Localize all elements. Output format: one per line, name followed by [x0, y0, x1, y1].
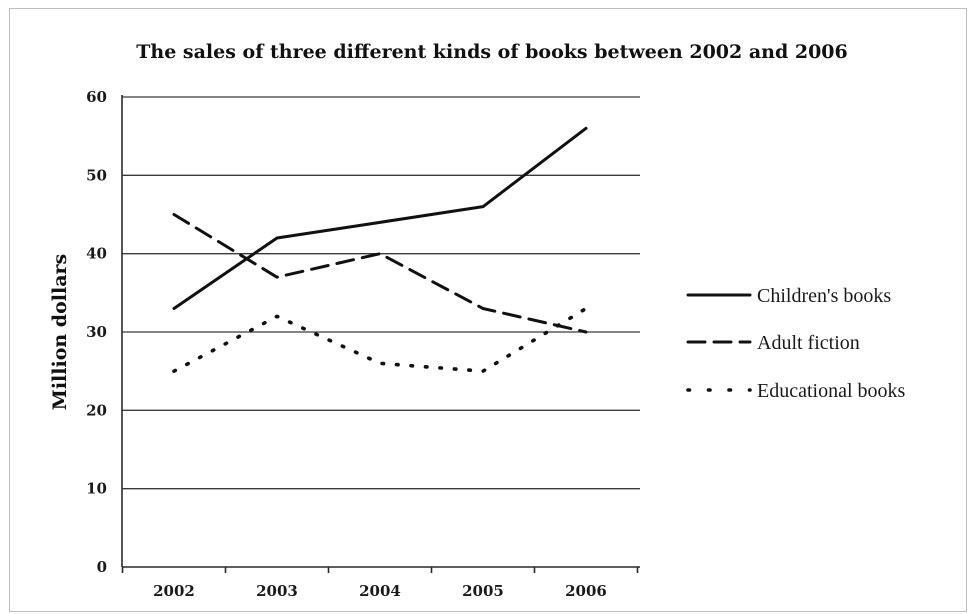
legend-label-0: Children's books: [757, 285, 891, 307]
y-axis-label: Million dollars: [49, 254, 71, 410]
x-tick-label: 2003: [256, 582, 298, 600]
series-line-2: [172, 306, 588, 373]
legend-label-2: Educational books: [757, 380, 906, 402]
legend: Children's books Adult fiction Educational…: [686, 285, 906, 402]
chart-title: The sales of three different kinds of bo…: [136, 41, 848, 63]
axes: [121, 95, 640, 573]
x-axis-tick-labels: 2002 2003 2004 2005 2006: [153, 582, 607, 600]
gridlines: [122, 96, 640, 490]
legend-label-1: Adult fiction: [757, 332, 860, 354]
y-tick-label: 50: [86, 166, 107, 184]
x-tick-label: 2005: [462, 582, 504, 600]
y-tick-label: 10: [86, 480, 107, 498]
y-axis-tick-labels: 0 10 20 30 40 50 60: [86, 88, 107, 576]
x-tick-label: 2004: [359, 582, 401, 600]
series-line-0: [172, 126, 588, 310]
x-tick-label: 2006: [565, 582, 607, 600]
series-line-1: [172, 213, 588, 334]
y-tick-label: 60: [86, 88, 107, 106]
x-tick-label: 2002: [153, 582, 195, 600]
y-tick-label: 20: [86, 401, 107, 419]
series-lines: [172, 126, 588, 373]
chart-frame: [9, 8, 967, 612]
y-tick-label: 40: [86, 245, 107, 263]
y-tick-label: 30: [86, 323, 107, 341]
y-tick-label: 0: [97, 558, 107, 576]
